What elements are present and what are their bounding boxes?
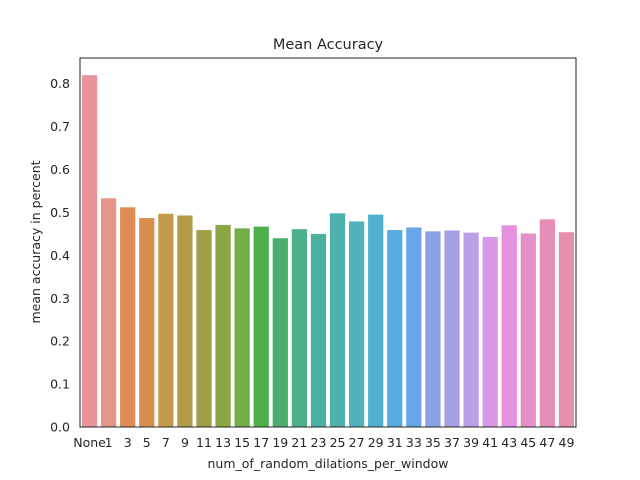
x-tick-label: 5	[143, 435, 151, 450]
x-axis-label: num_of_random_dilations_per_window	[208, 456, 449, 471]
x-tick-label: 39	[463, 435, 479, 450]
bar-19	[272, 238, 288, 427]
y-tick-label: 0.8	[50, 76, 70, 91]
bar-9	[177, 215, 193, 427]
x-tick-label: 33	[406, 435, 422, 450]
x-tick-label: 25	[330, 435, 346, 450]
x-tick-label: 31	[387, 435, 403, 450]
x-tick-label: 19	[272, 435, 288, 450]
x-tick-label: 47	[539, 435, 555, 450]
bars-group	[81, 75, 575, 427]
bar-7	[158, 213, 174, 427]
bar-11	[196, 230, 212, 427]
y-tick-label: 0.5	[50, 205, 70, 220]
x-tick-label: 23	[311, 435, 327, 450]
bar-25	[329, 213, 346, 427]
bar-21	[291, 229, 308, 427]
x-tick-label: 37	[444, 435, 460, 450]
bar-37	[444, 230, 460, 427]
x-tick-label: 27	[349, 435, 365, 450]
bar-41	[482, 236, 498, 427]
bar-3	[120, 207, 136, 427]
x-tick-label: 41	[482, 435, 498, 450]
bar-47	[539, 219, 556, 427]
y-tick-label: 0.6	[50, 162, 70, 177]
bar-43	[501, 225, 517, 427]
bar-33	[406, 227, 422, 427]
bar-17	[253, 226, 269, 427]
y-tick-label: 0.2	[50, 334, 70, 349]
y-tick-label: 0.7	[50, 119, 70, 134]
bar-35	[425, 231, 441, 427]
x-tick-label: 43	[501, 435, 517, 450]
x-tick-label: 17	[253, 435, 269, 450]
y-tick-label: 0.0	[50, 420, 70, 435]
x-tick-label: 7	[162, 435, 170, 450]
y-tick-label: 0.3	[50, 291, 70, 306]
chart-title: Mean Accuracy	[273, 37, 384, 53]
y-tick-label: 0.4	[50, 248, 70, 263]
x-tick-label: 21	[291, 435, 307, 450]
bar-27	[348, 221, 365, 427]
x-tick-label: 1	[105, 435, 113, 450]
plot-frame	[79, 57, 577, 428]
x-tick-label: 13	[215, 435, 231, 450]
x-tick-label: 35	[425, 435, 441, 450]
bar-31	[387, 230, 403, 427]
y-tick-label: 0.1	[50, 377, 70, 392]
x-tick-label: None	[73, 435, 106, 450]
bar-29	[368, 214, 384, 427]
bar-5	[139, 218, 155, 427]
bar-49	[558, 232, 575, 427]
bar-23	[310, 233, 327, 427]
y-axis-ticks: 0.0 0.1 0.2 0.3 0.4 0.5 0.6 0.7 0.8	[50, 76, 70, 434]
bar-15	[234, 228, 250, 427]
x-tick-label: 9	[181, 435, 189, 450]
bar-39	[463, 232, 479, 427]
bar-1	[100, 198, 117, 427]
bar-13	[215, 224, 231, 427]
bar-None	[81, 75, 98, 427]
x-tick-label: 15	[234, 435, 250, 450]
x-tick-label: 49	[559, 435, 575, 450]
x-tick-label: 3	[124, 435, 132, 450]
x-tick-label: 29	[368, 435, 384, 450]
x-tick-label: 45	[520, 435, 536, 450]
y-axis-label: mean accuracy in percent	[28, 160, 43, 323]
bar-45	[520, 233, 536, 427]
x-tick-label: 11	[196, 435, 212, 450]
